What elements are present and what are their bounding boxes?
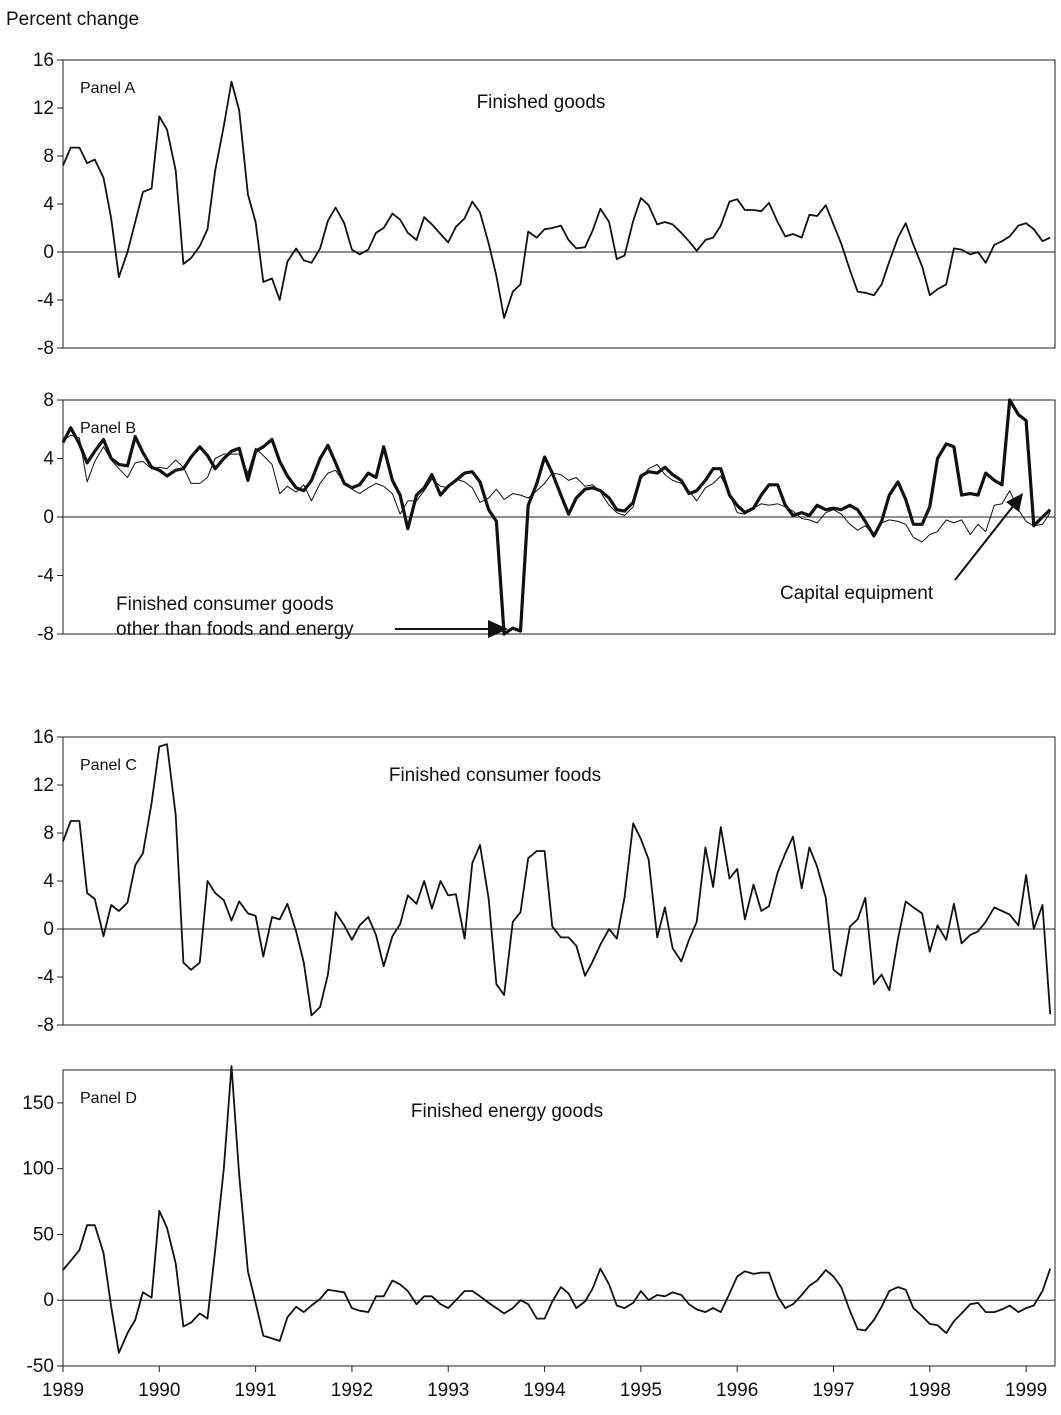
y-tick-label: -50 [27, 1356, 54, 1377]
annotation-capital-equipment: Capital equipment [780, 583, 934, 604]
series-line-2 [62, 434, 1051, 543]
panel-label: Panel C [80, 757, 137, 774]
y-tick-label: 16 [33, 50, 54, 71]
y-tick-label: -4 [37, 290, 54, 311]
panel-label: Panel D [80, 1090, 137, 1107]
panel-label: Panel A [80, 80, 135, 97]
y-tick-label: -8 [37, 1015, 54, 1036]
y-tick-label: 0 [43, 242, 54, 263]
x-tick-label: 1996 [716, 1380, 758, 1401]
x-tick-label: 1997 [812, 1380, 854, 1401]
y-tick-label: 50 [33, 1224, 54, 1245]
panel-frame [62, 1069, 1056, 1367]
x-tick-label: 1995 [620, 1380, 662, 1401]
y-tick-label: 8 [43, 390, 54, 411]
panel-d: -50 0 50 100 150 Panel D Finished energy goods [22, 1065, 1056, 1377]
x-tick-label: 1999 [1005, 1380, 1047, 1401]
panel-title: Finished consumer foods [389, 765, 601, 786]
x-tick-label: 1992 [331, 1380, 373, 1401]
y-tick-label: -8 [37, 338, 54, 359]
x-tick-label: 1994 [523, 1380, 566, 1401]
y-tick-label: 12 [33, 775, 54, 796]
y-tick-label: 0 [43, 507, 54, 528]
annotation-consumer-goods-line1: Finished consumer goods [116, 594, 334, 615]
y-axis-label: Percent change [6, 9, 139, 30]
annotation-consumer-goods-line2: other than foods and energy [116, 619, 354, 640]
x-tick-label: 1991 [234, 1380, 276, 1401]
y-tick-label: 12 [33, 98, 54, 119]
y-tick-label: 4 [43, 449, 54, 470]
panel-b: -8 -4 0 4 8 Panel B Finished consumer goods oth… [37, 390, 1056, 645]
panel-title: Finished goods [477, 92, 606, 113]
y-tick-label: 16 [33, 727, 54, 748]
y-tick-label: 0 [43, 1290, 54, 1311]
panel-c: -8 -4 0 4 8 12 16 Panel C Finished consumer food… [33, 727, 1056, 1036]
arrow-consumer-goods-head [488, 620, 508, 638]
series-line-1 [62, 1065, 1052, 1354]
y-tick-label: 8 [43, 146, 54, 167]
arrow-capital-equipment-head [1006, 493, 1023, 512]
y-tick-label: 150 [22, 1093, 54, 1114]
panel-title: Finished energy goods [411, 1101, 603, 1122]
y-tick-label: 0 [43, 919, 54, 940]
y-tick-label: -4 [37, 566, 54, 587]
panel-a: -8 -4 0 4 8 12 16 Panel A Finished goods [33, 50, 1056, 359]
x-tick-label: 1993 [427, 1380, 469, 1401]
y-tick-label: -8 [37, 624, 54, 645]
y-tick-label: 4 [43, 194, 54, 215]
y-tick-label: 8 [43, 823, 54, 844]
arrow-capital-equipment [954, 504, 1015, 581]
series-line-1 [62, 743, 1052, 1017]
x-tick-label: 1998 [909, 1380, 951, 1401]
series-line-1 [61, 398, 1052, 636]
x-tick-label: 1990 [138, 1380, 180, 1401]
y-tick-label: -4 [37, 967, 54, 988]
y-tick-label: 4 [43, 871, 54, 892]
panel-label: Panel B [80, 420, 136, 437]
y-tick-label: 100 [22, 1159, 54, 1180]
series-line-1 [62, 80, 1051, 319]
x-tick-label: 1989 [42, 1380, 84, 1401]
